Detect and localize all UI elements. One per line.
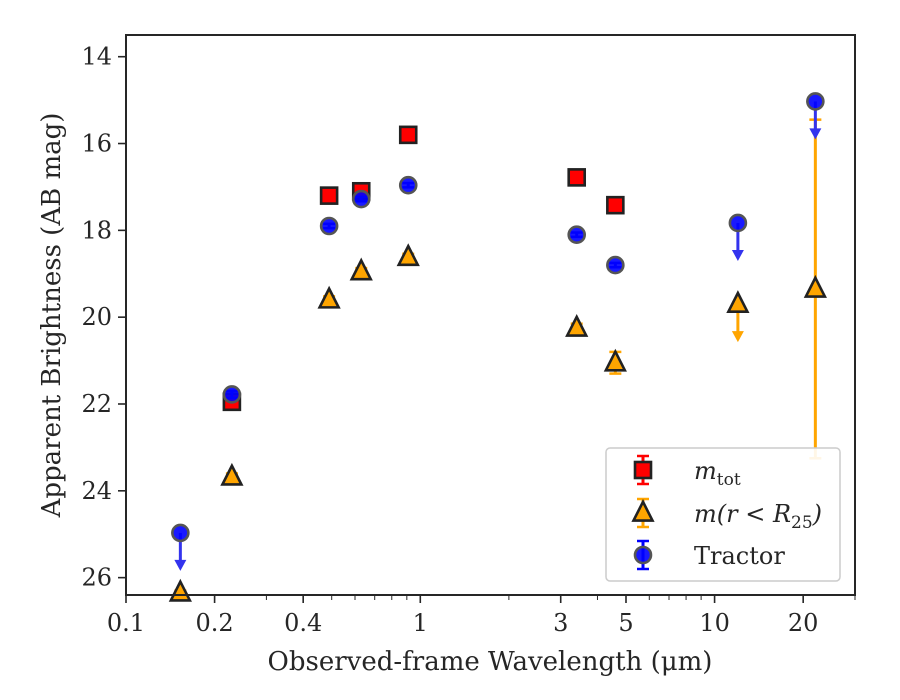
m-r25-point <box>565 313 589 337</box>
axis-ticks: 0.1 0.2 0.4 1 3 5 10 20 14 16 18 20 22 24 26 <box>81 43 856 637</box>
tractor-point <box>728 213 748 233</box>
legend-m-tot-label: mtot <box>694 457 741 490</box>
plot-frame <box>125 34 856 596</box>
tractor-upper-limit-arrow-head <box>809 128 822 140</box>
m-r25-point <box>396 243 420 267</box>
y-tick-label: 26 <box>81 564 112 592</box>
y-tick-label: 14 <box>81 43 112 71</box>
y-tick-label: 22 <box>81 390 112 418</box>
tractor-point <box>606 255 625 275</box>
y-tick-label: 24 <box>81 477 112 505</box>
y-tick-label: 18 <box>81 216 112 244</box>
tractor-point <box>398 175 418 195</box>
m-r25-point <box>349 257 373 281</box>
x-tick-label: 5 <box>618 609 633 637</box>
m-r25-upper-limit-arrow-head <box>731 331 744 343</box>
legend-tractor-label: Tractor <box>694 542 785 570</box>
tractor-point <box>351 189 371 209</box>
m-tot-point <box>567 168 587 187</box>
legend: mtot m(r < R25) Tractor <box>605 447 841 582</box>
legend-box <box>605 447 841 582</box>
legend-m-r25-marker <box>631 498 655 522</box>
tractor-upper-limit-arrow-head <box>174 559 187 571</box>
m-r25-point <box>603 348 627 372</box>
x-tick-label: 10 <box>699 609 730 637</box>
x-tick-label: 1 <box>413 609 428 637</box>
m-tot-point <box>606 195 625 215</box>
m-r25-point <box>726 290 750 314</box>
legend-m-r25-label: m(r < R25) <box>694 500 822 533</box>
tractor-point <box>222 385 242 404</box>
m-r25-point <box>220 462 244 486</box>
x-axis-label: Observed-frame Wavelength (μm) <box>268 647 713 677</box>
m-tot-point <box>319 186 339 205</box>
m-r25-point <box>317 285 341 309</box>
x-tick-label: 0.4 <box>284 609 322 637</box>
tractor-point <box>567 225 587 244</box>
x-tick-label: 0.2 <box>196 609 234 637</box>
y-tick-label: 16 <box>81 130 112 158</box>
y-tick-label: 20 <box>81 303 112 331</box>
tractor-point <box>171 523 190 543</box>
m-tot-point <box>398 125 418 145</box>
legend-tractor-marker <box>633 545 653 565</box>
tractor-upper-limit-arrow-head <box>731 249 744 261</box>
x-tick-label: 3 <box>553 609 568 637</box>
m-r25-point <box>803 274 827 298</box>
tractor-point <box>806 92 825 111</box>
x-tick-label: 20 <box>788 609 819 637</box>
tractor-point <box>319 216 339 236</box>
legend-m-tot-marker <box>633 460 653 480</box>
y-axis-label: Apparent Brightness (AB mag) <box>37 113 67 519</box>
data-marks <box>168 92 827 602</box>
x-tick-label: 0.1 <box>107 609 145 637</box>
